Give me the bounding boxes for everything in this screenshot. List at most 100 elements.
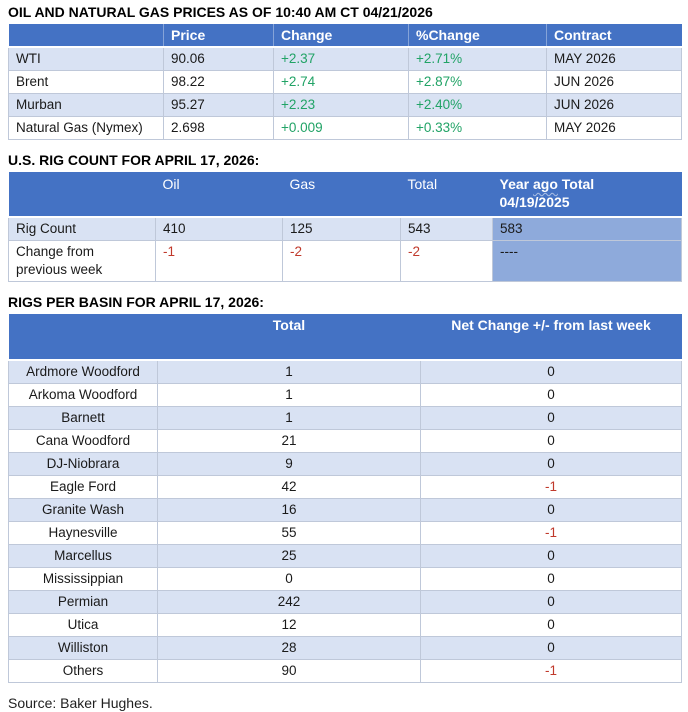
table-row: DJ-Niobrara 9 0 [8, 452, 682, 476]
table-row: Brent 98.22 +2.74 +2.87% JUN 2026 [8, 70, 682, 94]
year-ago-total-column-header: Year ago Total 04/19/2025 [492, 172, 682, 218]
year-ago-suffix: Total [561, 176, 595, 192]
year-ago-date: 04/19/2025 [499, 194, 570, 210]
basins-table: Total Net Change +/- from last week Ardm… [8, 314, 682, 683]
name-cell: Arkoma Woodford [8, 383, 158, 407]
table-row: Barnett 1 0 [8, 406, 682, 430]
price-cell: 95.27 [163, 93, 274, 117]
basins-table-header: Total Net Change +/- from last week [8, 314, 682, 361]
name-cell: Utica [8, 613, 158, 637]
pct-change-cell: +2.40% [408, 93, 547, 117]
year-ago-line1: Year ago Total [500, 175, 675, 193]
net-change-cell: 0 [420, 636, 682, 660]
name-cell: DJ-Niobrara [8, 452, 158, 476]
total-cell: 25 [157, 544, 421, 568]
label-cell: Change from previous week [8, 240, 156, 282]
total-cell: 9 [157, 452, 421, 476]
rig-count-title: U.S. RIG COUNT FOR APRIL 17, 2026: [8, 152, 260, 168]
total-cell: 12 [157, 613, 421, 637]
pct-change-column-header: %Change [408, 24, 547, 48]
year-ago-cell: ---- [492, 240, 682, 282]
pct-change-cell: +2.87% [408, 70, 547, 94]
total-cell: 28 [157, 636, 421, 660]
change-column-header: Change [273, 24, 409, 48]
change-cell: +2.74 [273, 70, 409, 94]
table-row: Ardmore Woodford 1 0 [8, 359, 682, 384]
contract-cell: JUN 2026 [546, 70, 682, 94]
contract-cell: JUN 2026 [546, 93, 682, 117]
net-change-column-header: Net Change +/- from last week [420, 314, 682, 361]
price-cell: 90.06 [163, 46, 274, 71]
name-cell: Cana Woodford [8, 429, 158, 453]
table-row: Utica 12 0 [8, 613, 682, 637]
oil-column-header: Oil [155, 172, 283, 218]
total-cell: 90 [157, 659, 421, 683]
header-row: Price Change %Change Contract [8, 24, 682, 48]
change-cell: +2.37 [273, 46, 409, 71]
table-row: Rig Count 410 125 543 583 [8, 216, 682, 241]
price-cell: 98.22 [163, 70, 274, 94]
name-cell: Others [8, 659, 158, 683]
change-cell: +2.23 [273, 93, 409, 117]
total-cell: 1 [157, 383, 421, 407]
table-row: Marcellus 25 0 [8, 544, 682, 568]
gas-cell: -2 [282, 240, 401, 282]
name-cell: Eagle Ford [8, 475, 158, 499]
net-change-cell: -1 [420, 659, 682, 683]
net-change-cell: 0 [420, 452, 682, 476]
net-change-cell: 0 [420, 359, 682, 384]
table-row: Change from previous week -1 -2 -2 ---- [8, 240, 682, 282]
price-cell: 2.698 [163, 116, 274, 140]
table-row: Permian 242 0 [8, 590, 682, 614]
table-row: Natural Gas (Nymex) 2.698 +0.009 +0.33% MAY … [8, 116, 682, 140]
net-change-cell: 0 [420, 429, 682, 453]
name-cell: Barnett [8, 406, 158, 430]
blank-header-cell [8, 172, 156, 218]
name-cell: Granite Wash [8, 498, 158, 522]
total-cell: 55 [157, 521, 421, 545]
name-cell: Marcellus [8, 544, 158, 568]
table-row: Cana Woodford 21 0 [8, 429, 682, 453]
rig-count-table-body: Rig Count 410 125 543 583 Change from previou… [8, 216, 682, 282]
prices-table-body: WTI 90.06 +2.37 +2.71% MAY 2026 Brent 98.22 +2.… [8, 46, 682, 140]
total-cell: 1 [157, 406, 421, 430]
table-row: Williston 28 0 [8, 636, 682, 660]
table-row: Eagle Ford 42 -1 [8, 475, 682, 499]
contract-cell: MAY 2026 [546, 116, 682, 140]
contract-cell: MAY 2026 [546, 46, 682, 71]
name-cell: Natural Gas (Nymex) [8, 116, 164, 140]
rig-count-table: Oil Gas Total Year ago Total 04/19/2025 … [8, 172, 682, 282]
header-row: Oil Gas Total Year ago Total 04/19/2025 [8, 172, 682, 218]
label-cell: Rig Count [8, 216, 156, 241]
total-cell: 1 [157, 359, 421, 384]
total-cell: -2 [400, 240, 493, 282]
blank-header-cell [8, 24, 164, 48]
prices-table: Price Change %Change Contract WTI 90.06 +2… [8, 24, 682, 140]
net-change-cell: 0 [420, 590, 682, 614]
contract-column-header: Contract [546, 24, 682, 48]
table-row: WTI 90.06 +2.37 +2.71% MAY 2026 [8, 46, 682, 71]
total-cell: 21 [157, 429, 421, 453]
prices-table-header: Price Change %Change Contract [8, 24, 682, 48]
table-row: Murban 95.27 +2.23 +2.40% JUN 2026 [8, 93, 682, 117]
change-cell: +0.009 [273, 116, 409, 140]
year-ago-prefix: Year [499, 176, 530, 192]
price-column-header: Price [163, 24, 274, 48]
blank-header-cell [8, 314, 158, 361]
name-cell: Mississippian [8, 567, 158, 591]
basins-title: RIGS PER BASIN FOR APRIL 17, 2026: [8, 294, 264, 310]
name-cell: Brent [8, 70, 164, 94]
table-row: Granite Wash 16 0 [8, 498, 682, 522]
pct-change-cell: +2.71% [408, 46, 547, 71]
gas-column-header: Gas [282, 172, 401, 218]
total-cell: 242 [157, 590, 421, 614]
net-change-cell: 0 [420, 567, 682, 591]
net-change-cell: -1 [420, 521, 682, 545]
table-row: Arkoma Woodford 1 0 [8, 383, 682, 407]
total-column-header: Total [400, 172, 493, 218]
rig-count-table-header: Oil Gas Total Year ago Total 04/19/2025 [8, 172, 682, 218]
header-row: Total Net Change +/- from last week [8, 314, 682, 361]
name-cell: Ardmore Woodford [8, 359, 158, 384]
total-cell: 42 [157, 475, 421, 499]
